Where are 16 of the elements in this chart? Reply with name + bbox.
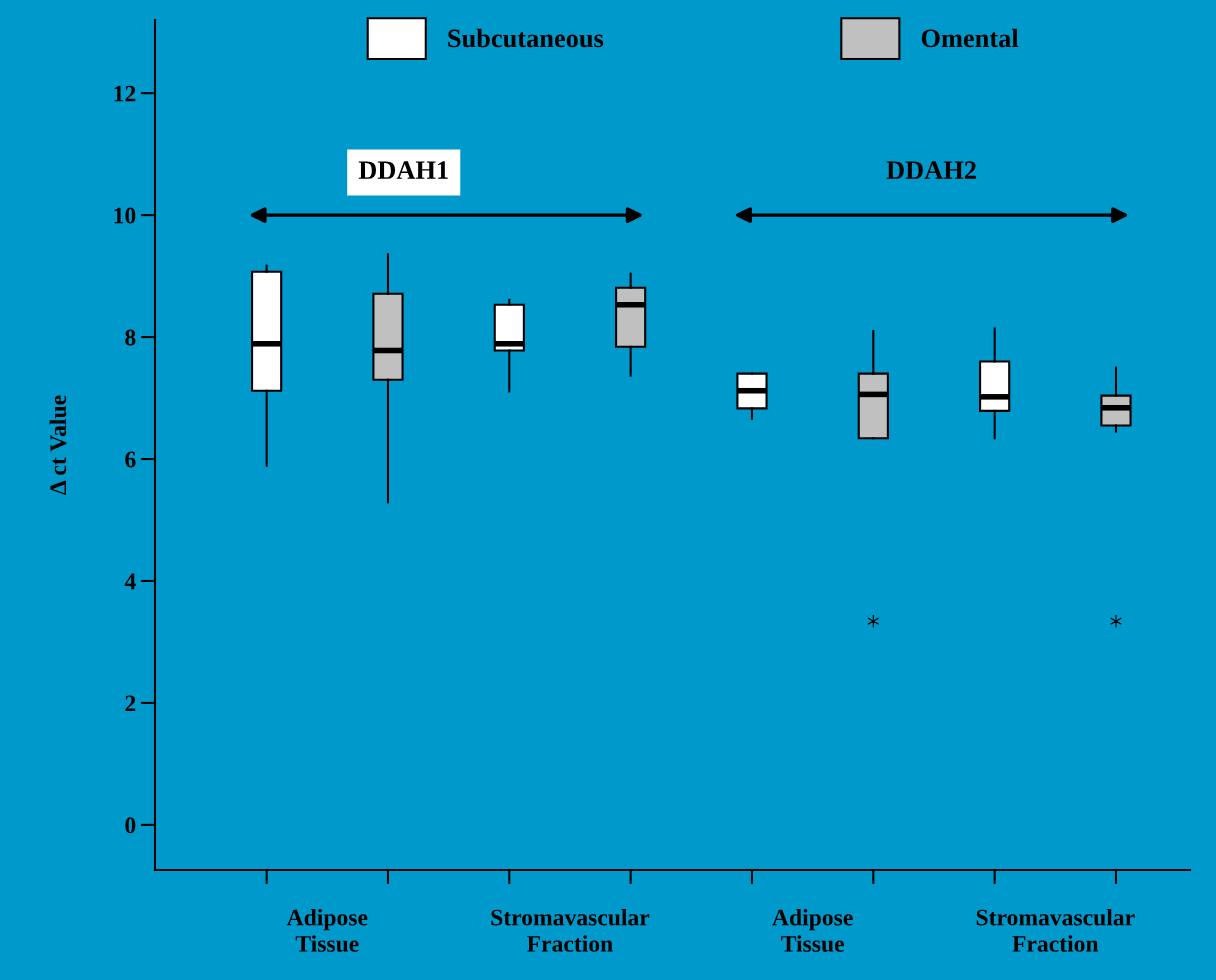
x-tick-label: Stromavascular Fraction bbox=[491, 908, 650, 952]
y-tick-label: 8 bbox=[125, 329, 136, 346]
x-tick-label: Adipose Tissue bbox=[772, 908, 853, 952]
y-axis-title: Δ ct Value bbox=[49, 395, 67, 495]
x-tick-label: Stromavascular Fraction bbox=[976, 908, 1135, 952]
x-tick-label: Adipose Tissue bbox=[286, 908, 368, 952]
y-tick-label: 2 bbox=[125, 695, 136, 712]
y-tick-label: 6 bbox=[125, 451, 136, 468]
legend-label: Omental bbox=[921, 28, 1019, 48]
legend-label: Subcutaneous bbox=[448, 28, 604, 48]
y-tick-label: 4 bbox=[124, 573, 136, 590]
y-tick-label: 0 bbox=[125, 817, 136, 834]
y-tick-label: 10 bbox=[114, 207, 136, 224]
annotation: DDAH2 bbox=[886, 161, 976, 179]
annotation: DDAH1 bbox=[358, 161, 448, 179]
y-tick-label: 12 bbox=[114, 85, 136, 102]
